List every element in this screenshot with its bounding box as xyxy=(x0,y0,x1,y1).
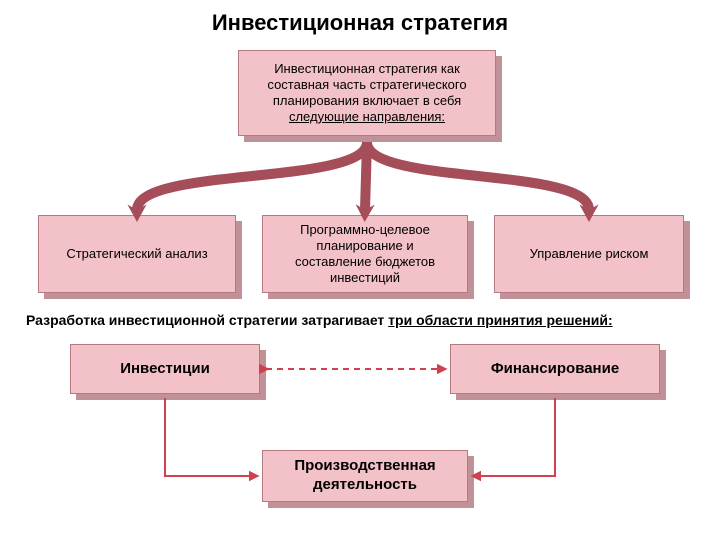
top-box-text: Инвестиционная стратегия каксоставная ча… xyxy=(267,61,466,126)
row1-a-text: Стратегический анализ xyxy=(66,246,207,262)
row2-box-investments: Инвестиции xyxy=(70,344,260,394)
bottom-box-text: Производственнаядеятельность xyxy=(294,457,435,495)
row1-b-text: Программно-целевоепланирование исоставле… xyxy=(295,222,435,287)
row1-box-risk-management: Управление риском xyxy=(494,215,684,293)
subheading-underlined: три области принятия решений: xyxy=(388,312,612,328)
row1-box-program-planning: Программно-целевоепланирование исоставле… xyxy=(262,215,468,293)
curved-arrows xyxy=(137,142,589,210)
row2-box-financing: Финансирование xyxy=(450,344,660,394)
row1-c-text: Управление риском xyxy=(530,246,649,262)
row1-box-strategic-analysis: Стратегический анализ xyxy=(38,215,236,293)
row2-fin-text: Финансирование xyxy=(491,360,619,379)
bottom-box-production: Производственнаядеятельность xyxy=(262,450,468,502)
row2-inv-text: Инвестиции xyxy=(120,360,210,379)
top-box: Инвестиционная стратегия каксоставная ча… xyxy=(238,50,496,136)
page-title: Инвестиционная стратегия xyxy=(0,10,720,36)
subheading-prefix: Разработка инвестиционной стратегии затр… xyxy=(26,312,388,328)
subheading: Разработка инвестиционной стратегии затр… xyxy=(26,312,613,328)
